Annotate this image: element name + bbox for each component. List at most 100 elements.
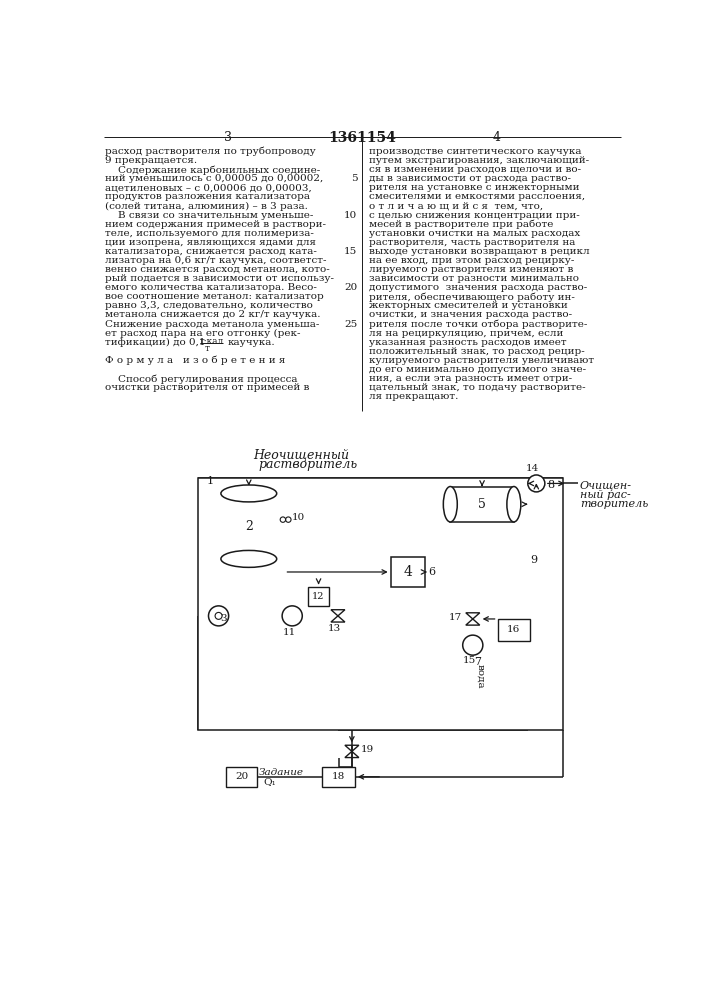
Text: (солей титана, алюминия) – в 3 раза.: (солей титана, алюминия) – в 3 раза. bbox=[105, 201, 308, 211]
Text: продуктов разложения катализатора: продуктов разложения катализатора bbox=[105, 192, 310, 201]
Text: 17: 17 bbox=[448, 613, 462, 622]
Text: жекторных смесителей и установки: жекторных смесителей и установки bbox=[369, 301, 568, 310]
Text: о т л и ч а ю щ и й с я  тем, что,: о т л и ч а ю щ и й с я тем, что, bbox=[369, 201, 543, 210]
Text: положительный знак, то расход рецир-: положительный знак, то расход рецир- bbox=[369, 347, 585, 356]
Text: производстве синтетического каучука: производстве синтетического каучука bbox=[369, 147, 581, 156]
Bar bbox=[308, 587, 329, 606]
Text: очистки растворителя от примесей в: очистки растворителя от примесей в bbox=[105, 383, 310, 392]
Text: каучука.: каучука. bbox=[227, 338, 275, 347]
Text: 11: 11 bbox=[284, 628, 296, 637]
Text: г·кал: г·кал bbox=[200, 337, 224, 346]
Text: 20: 20 bbox=[344, 283, 357, 292]
Circle shape bbox=[462, 635, 483, 655]
Text: 7: 7 bbox=[474, 657, 481, 667]
Text: 3: 3 bbox=[224, 131, 232, 144]
Text: месей в растворителе при работе: месей в растворителе при работе bbox=[369, 220, 554, 229]
Text: вода: вода bbox=[476, 664, 485, 688]
Text: ний уменьшилось с 0,00005 до 0,00002,: ний уменьшилось с 0,00005 до 0,00002, bbox=[105, 174, 324, 183]
Circle shape bbox=[528, 475, 545, 492]
Text: Q₁: Q₁ bbox=[264, 777, 276, 786]
Text: 8: 8 bbox=[547, 480, 554, 490]
Text: допустимого  значения расхода раство-: допустимого значения расхода раство- bbox=[369, 283, 588, 292]
Text: 20: 20 bbox=[235, 772, 248, 781]
Text: 10: 10 bbox=[292, 513, 305, 522]
Text: т: т bbox=[204, 344, 209, 353]
Bar bbox=[199, 478, 563, 730]
Text: равно 3,3, следовательно, количество: равно 3,3, следовательно, количество bbox=[105, 301, 313, 310]
Text: установки очистки на малых расходах: установки очистки на малых расходах bbox=[369, 229, 580, 238]
Text: 4: 4 bbox=[403, 565, 412, 579]
Text: теле, используемого для полимериза-: теле, используемого для полимериза- bbox=[105, 229, 315, 238]
Text: 16: 16 bbox=[507, 625, 520, 634]
Text: 15: 15 bbox=[344, 247, 357, 256]
Text: ния, а если эта разность имеет отри-: ния, а если эта разность имеет отри- bbox=[369, 374, 572, 383]
Text: ции изопрена, являющихся ядами для: ции изопрена, являющихся ядами для bbox=[105, 238, 317, 247]
Text: ля на рециркуляцию, причем, если: ля на рециркуляцию, причем, если bbox=[369, 329, 563, 338]
Text: 25: 25 bbox=[344, 320, 357, 329]
Text: 15: 15 bbox=[463, 656, 477, 665]
Text: рый подается в зависимости от использу-: рый подается в зависимости от использу- bbox=[105, 274, 334, 283]
Text: венно снижается расход метанола, кото-: венно снижается расход метанола, кото- bbox=[105, 265, 330, 274]
Text: смесителями и емкостями расслоения,: смесителями и емкостями расслоения, bbox=[369, 192, 585, 201]
Text: 13: 13 bbox=[328, 624, 341, 633]
Text: 18: 18 bbox=[332, 772, 345, 781]
Text: выходе установки возвращают в рецикл: выходе установки возвращают в рецикл bbox=[369, 247, 590, 256]
Text: 5: 5 bbox=[478, 498, 486, 511]
Text: ный рас-: ный рас- bbox=[580, 490, 631, 500]
Text: цательный знак, то подачу растворите-: цательный знак, то подачу растворите- bbox=[369, 383, 585, 392]
Ellipse shape bbox=[443, 487, 457, 522]
Text: Содержание карбонильных соедине-: Содержание карбонильных соедине- bbox=[105, 165, 321, 175]
Text: 3: 3 bbox=[220, 614, 227, 623]
Circle shape bbox=[209, 606, 228, 626]
Text: вое соотношение метанол: катализатор: вое соотношение метанол: катализатор bbox=[105, 292, 325, 301]
Text: рителя на установке с инжекторными: рителя на установке с инжекторными bbox=[369, 183, 580, 192]
Text: 1361154: 1361154 bbox=[328, 131, 396, 145]
Text: 9: 9 bbox=[530, 555, 537, 565]
Circle shape bbox=[286, 517, 291, 522]
Ellipse shape bbox=[507, 487, 521, 522]
Text: путем экстрагирования, заключающий-: путем экстрагирования, заключающий- bbox=[369, 156, 589, 165]
Text: ля прекращают.: ля прекращают. bbox=[369, 392, 458, 401]
Text: Неочищенный: Неочищенный bbox=[253, 449, 349, 462]
Text: указанная разность расходов имеет: указанная разность расходов имеет bbox=[369, 338, 566, 347]
Text: Очищен-: Очищен- bbox=[580, 480, 632, 491]
Text: с целью снижения концентрации при-: с целью снижения концентрации при- bbox=[369, 211, 580, 220]
Text: Ф о р м у л а   и з о б р е т е н и я: Ф о р м у л а и з о б р е т е н и я bbox=[105, 356, 286, 365]
Text: 14: 14 bbox=[526, 464, 539, 473]
Bar bbox=[391, 557, 425, 587]
Text: нием содержания примесей в раствори-: нием содержания примесей в раствори- bbox=[105, 220, 327, 229]
Bar bbox=[322, 767, 355, 787]
Text: лизатора на 0,6 кг/т каучука, соответст-: лизатора на 0,6 кг/т каучука, соответст- bbox=[105, 256, 327, 265]
Text: В связи со значительным уменьше-: В связи со значительным уменьше- bbox=[105, 211, 314, 220]
Text: до его минимально допустимого значе-: до его минимально допустимого значе- bbox=[369, 365, 586, 374]
Text: лируемого растворителя изменяют в: лируемого растворителя изменяют в bbox=[369, 265, 573, 274]
Text: ет расход пара на его отгонку (рек-: ет расход пара на его отгонку (рек- bbox=[105, 329, 301, 338]
Bar bbox=[450, 487, 514, 522]
Text: растворителя, часть растворителя на: растворителя, часть растворителя на bbox=[369, 238, 575, 247]
Text: метанола снижается до 2 кг/т каучука.: метанола снижается до 2 кг/т каучука. bbox=[105, 310, 321, 319]
Text: рителя, обеспечивающего работу ин-: рителя, обеспечивающего работу ин- bbox=[369, 292, 575, 302]
Circle shape bbox=[282, 606, 303, 626]
Text: 6: 6 bbox=[428, 567, 436, 577]
Text: Задание: Задание bbox=[259, 768, 304, 777]
Text: 19: 19 bbox=[361, 745, 375, 754]
Text: 10: 10 bbox=[344, 211, 357, 220]
Text: ся в изменении расходов щелочи и во-: ся в изменении расходов щелочи и во- bbox=[369, 165, 581, 174]
Text: емого количества катализатора. Весо-: емого количества катализатора. Весо- bbox=[105, 283, 317, 292]
Text: очистки, и значения расхода раство-: очистки, и значения расхода раство- bbox=[369, 310, 572, 319]
Bar bbox=[498, 619, 530, 641]
Text: творитель: творитель bbox=[580, 499, 648, 509]
Circle shape bbox=[280, 517, 286, 522]
Text: зависимости от разности минимально: зависимости от разности минимально bbox=[369, 274, 579, 283]
Text: 12: 12 bbox=[312, 592, 325, 601]
Bar bbox=[226, 767, 257, 787]
Text: 1: 1 bbox=[206, 476, 214, 486]
Text: расход растворителя по трубопроводу: расход растворителя по трубопроводу bbox=[105, 147, 316, 156]
Text: рителя после точки отбора растворите-: рителя после точки отбора растворите- bbox=[369, 320, 588, 329]
Text: тификации) до 0,1: тификации) до 0,1 bbox=[105, 338, 206, 347]
Text: Способ регулирования процесса: Способ регулирования процесса bbox=[105, 374, 298, 384]
Text: 5: 5 bbox=[351, 174, 357, 183]
Text: катализатора, снижается расход ката-: катализатора, снижается расход ката- bbox=[105, 247, 317, 256]
Text: 2: 2 bbox=[245, 520, 252, 533]
Text: на ее вход, при этом расход рецирку-: на ее вход, при этом расход рецирку- bbox=[369, 256, 574, 265]
